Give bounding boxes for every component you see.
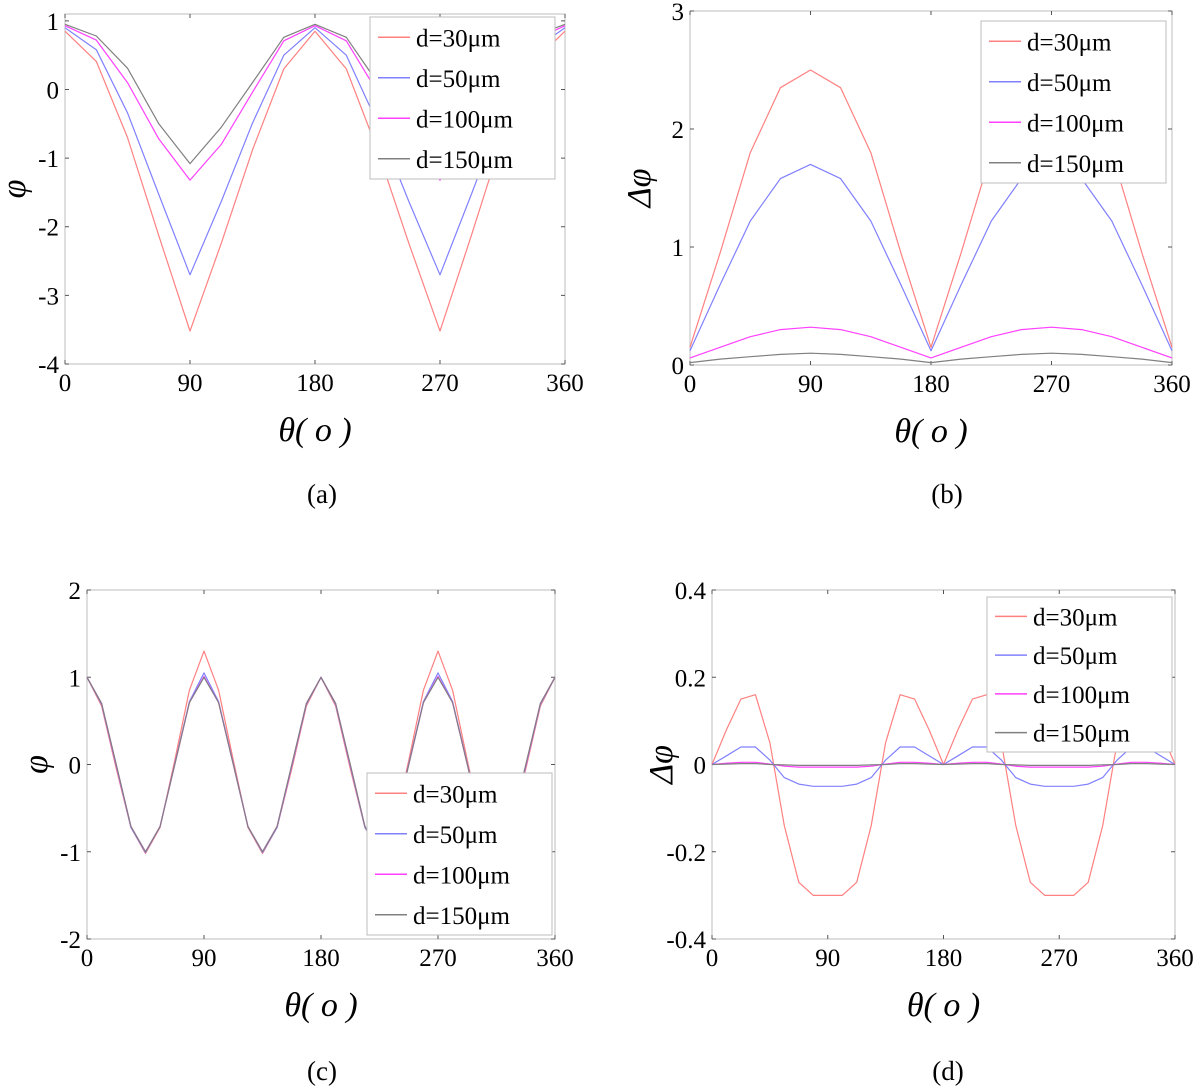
x-tick-label: 270 <box>421 370 459 397</box>
x-tick-label: 270 <box>1033 371 1071 398</box>
y-tick-label: -3 <box>38 283 59 310</box>
x-tick-label: 180 <box>296 370 334 397</box>
y-tick-label: -0.4 <box>666 927 706 954</box>
y-tick-label: -2 <box>38 215 59 242</box>
y-tick-label: 0 <box>47 77 60 104</box>
series-line-d=50μm <box>689 163 1173 352</box>
x-tick-label: 180 <box>302 945 340 972</box>
panel-b-chart: 0 90 180 270 360 0 1 2 3 d=30μm d=50μm d=100μm d=150… <box>621 0 1191 450</box>
legend-label: d=100μm <box>416 106 514 133</box>
x-axis-label: θ( o ) <box>894 413 967 450</box>
x-tick-label: 270 <box>419 945 457 972</box>
caption-b: (b) <box>931 479 962 509</box>
y-tick-label: 0.2 <box>675 665 706 692</box>
panel-a-chart: 0 90 180 270 360 -4 -3 -2 -1 0 1 d=30μm d=50μm d=100μ… <box>0 9 584 449</box>
x-tick-label: 0 <box>59 370 72 397</box>
legend-label: d=30μm <box>1027 29 1112 56</box>
x-tick-label: 180 <box>912 371 950 398</box>
legend-label: d=30μm <box>1033 604 1118 631</box>
y-tick-label: 0 <box>69 753 82 780</box>
caption-c: (c) <box>307 1056 337 1086</box>
legend-label: d=30μm <box>416 25 501 52</box>
y-tick-label: -2 <box>60 927 81 954</box>
y-tick-label: 1 <box>672 235 685 262</box>
legend-box <box>980 20 1167 184</box>
x-axis-label: θ( o ) <box>284 987 357 1024</box>
x-tick-label: 0 <box>684 371 697 398</box>
legend-label: d=50μm <box>1033 643 1118 670</box>
caption-a: (a) <box>307 479 337 509</box>
y-tick-label: 2 <box>69 578 82 605</box>
legend-label: d=30μm <box>413 781 498 808</box>
series-line-d=100μm <box>689 326 1173 359</box>
y-tick-label: 0.4 <box>675 578 707 605</box>
x-tick-label: 90 <box>192 945 217 972</box>
y-tick-label: -1 <box>38 146 59 173</box>
legend-label: d=50μm <box>413 822 498 849</box>
x-axis-label: θ( o ) <box>278 412 351 449</box>
series-line-d=50μm <box>711 746 1176 787</box>
y-axis-label: Δφ <box>621 169 658 210</box>
panel-c-chart: 0 90 180 270 360-2-1012d=30μmd=50μmd=100μmd=… <box>18 578 574 1024</box>
legend: d=30μm d=50μm d=100μm d=150μm <box>366 772 553 936</box>
caption-d: (d) <box>932 1056 963 1086</box>
series-line-d=150μm <box>711 762 1176 767</box>
legend-label: d=150μm <box>1027 151 1125 178</box>
x-tick-label: 0 <box>81 945 94 972</box>
series-line-d=30μm <box>64 30 566 332</box>
series-line-d=150μm <box>689 352 1173 364</box>
y-tick-label: 0 <box>694 753 707 780</box>
legend: d=30μm d=50μm d=100μm d=150μm <box>980 20 1167 184</box>
x-axis-label: θ( o ) <box>907 987 980 1024</box>
legend-label: d=150μm <box>1033 721 1131 748</box>
legend-label: d=150μm <box>413 903 511 930</box>
legend: d=30μm d=50μm d=100μm d=150μm <box>369 16 556 180</box>
x-tick-label: 360 <box>1153 371 1191 398</box>
y-axis-label: φ <box>18 755 55 774</box>
legend-box <box>366 772 553 936</box>
x-tick-label: 270 <box>1041 945 1079 972</box>
legend-label: d=100μm <box>413 862 511 889</box>
x-tick-label: 90 <box>178 370 203 397</box>
legend-box <box>986 596 1173 753</box>
legend-label: d=150μm <box>416 147 514 174</box>
panel-d-chart: 0 90 180 270 360-0.4-0.200.20.4d=30μmd=50μmd… <box>643 578 1194 1024</box>
legend-box <box>369 16 556 180</box>
x-tick-label: 90 <box>815 945 840 972</box>
x-tick-label: 90 <box>798 371 823 398</box>
legend-label: d=50μm <box>1027 70 1112 97</box>
legend: d=30μm d=50μm d=100μm d=150μm <box>986 596 1173 753</box>
y-tick-label: -0.2 <box>666 840 706 867</box>
y-axis-label: Δφ <box>643 745 680 786</box>
legend-label: d=100μm <box>1027 110 1125 137</box>
legend-label: d=100μm <box>1033 682 1131 709</box>
legend-label: d=50μm <box>416 66 501 93</box>
y-tick-label: 1 <box>47 9 60 36</box>
x-tick-label: 360 <box>546 370 584 397</box>
y-tick-label: 1 <box>69 665 82 692</box>
x-tick-label: 360 <box>1156 945 1194 972</box>
y-tick-label: 2 <box>672 117 685 144</box>
x-tick-label: 180 <box>925 945 963 972</box>
x-tick-label: 0 <box>706 945 719 972</box>
y-axis-label: φ <box>0 180 33 199</box>
y-tick-label: -4 <box>38 352 59 379</box>
y-tick-label: 3 <box>672 0 685 26</box>
y-tick-label: 0 <box>672 353 685 380</box>
x-tick-label: 360 <box>536 945 574 972</box>
y-tick-label: -1 <box>60 840 81 867</box>
